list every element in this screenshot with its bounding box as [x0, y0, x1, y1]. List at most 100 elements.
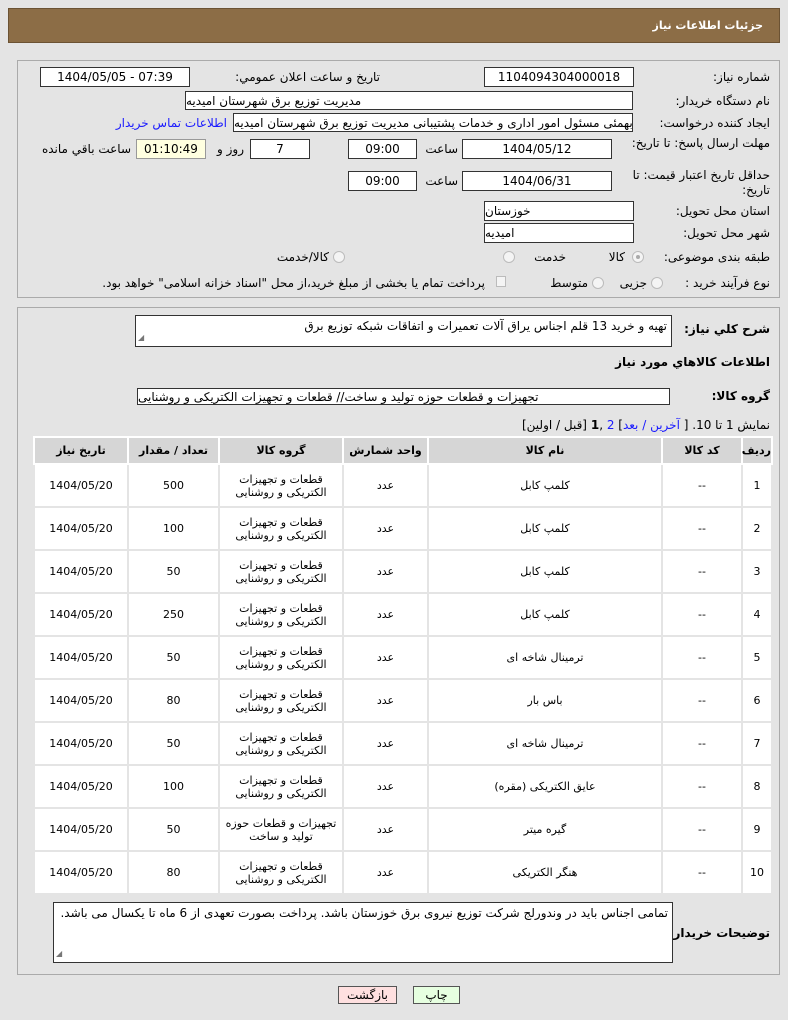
table-row: 4 -- کلمپ کابل عدد قطعات و تجهیزات الکتریکی …: [33, 592, 773, 637]
buyer-label: نام دستگاه خریدار:: [675, 94, 771, 108]
validity-time-field: 09:00: [348, 171, 417, 191]
cell-item-group: قطعات و تجهیزات الکتریکی و روشنایی: [218, 850, 344, 895]
category-option-service: خدمت: [534, 250, 566, 264]
page-header: جزئیات اطلاعات نیاز: [8, 8, 780, 43]
pagination-prefix: نمایش 1 تا 10. [: [683, 418, 770, 432]
cell-item-name: ترمینال شاخه ای: [427, 721, 663, 766]
cell-need-date: 1404/05/20: [33, 592, 129, 637]
cell-unit: عدد: [342, 678, 429, 723]
column-header: گروه کالا: [218, 436, 344, 465]
back-button[interactable]: بازگشت: [338, 986, 397, 1004]
cell-unit: عدد: [342, 721, 429, 766]
buyer-contact-link[interactable]: اطلاعات تماس خریدار: [115, 116, 227, 130]
deadline-date-field: 1404/05/12: [462, 139, 612, 159]
cell-item-group: تجهیزات و قطعات حوزه تولید و ساخت: [218, 807, 344, 852]
cell-item-group: قطعات و تجهیزات الکتریکی و روشنایی: [218, 592, 344, 637]
cell-unit: عدد: [342, 764, 429, 809]
city-label: شهر محل تحویل:: [683, 226, 770, 240]
cell-unit: عدد: [342, 635, 429, 680]
print-button[interactable]: چاپ: [413, 986, 460, 1004]
pagination-page-2-link[interactable]: 2: [606, 418, 615, 432]
process-radio-minor[interactable]: [651, 277, 663, 289]
cell-row-number: 9: [741, 807, 773, 852]
cell-item-code: --: [661, 463, 743, 508]
cell-row-number: 4: [741, 592, 773, 637]
table-row: 9 -- گیره میتر عدد تجهیزات و قطعات حوزه تولی…: [33, 807, 773, 852]
cell-need-date: 1404/05/20: [33, 549, 129, 594]
table-row: 8 -- عایق الکتریکی (مقره) عدد قطعات و تجهیزا…: [33, 764, 773, 809]
cell-quantity: 80: [127, 678, 220, 723]
process-label: نوع فرآیند خرید :: [685, 276, 770, 290]
treasury-payment-note: پرداخت تمام یا بخشی از مبلغ خرید،از محل …: [102, 276, 485, 290]
resize-grip-icon: ◢: [138, 333, 145, 342]
cell-item-name: عایق الکتریکی (مقره): [427, 764, 663, 809]
cell-item-group: قطعات و تجهیزات الکتریکی و روشنایی: [218, 721, 344, 766]
table-row: 2 -- کلمپ کابل عدد قطعات و تجهیزات الکتریکی …: [33, 506, 773, 551]
cell-quantity: 50: [127, 721, 220, 766]
cell-unit: عدد: [342, 850, 429, 895]
description-textarea[interactable]: تهیه و خرید 13 قلم اجناس یراق آلات تعمیر…: [135, 315, 672, 347]
notes-text: تمامی اجناس باید در وندورلج شرکت توزیع ن…: [60, 906, 668, 920]
days-field: 7: [250, 139, 310, 159]
cell-row-number: 8: [741, 764, 773, 809]
pagination-last-next-link[interactable]: آخرین / بعد: [622, 418, 680, 432]
cell-row-number: 10: [741, 850, 773, 895]
column-header: ردیف: [741, 436, 773, 465]
cell-item-group: قطعات و تجهیزات الکتریکی و روشنایی: [218, 764, 344, 809]
items-table: ردیف کد کالا نام کالا واحد شمارش گروه کالا تع…: [33, 436, 773, 895]
cell-unit: عدد: [342, 506, 429, 551]
pagination-suffix: [قبل / اولین]: [521, 418, 587, 432]
announce-field: 1404/05/05 - 07:39: [40, 67, 190, 87]
goods-group-label: گروه کالا:: [711, 389, 770, 403]
resize-grip-icon: ◢: [56, 949, 63, 958]
cell-item-group: قطعات و تجهیزات الکتریکی و روشنایی: [218, 635, 344, 680]
category-radio-service[interactable]: [503, 251, 515, 263]
cell-need-date: 1404/05/20: [33, 721, 129, 766]
deadline-label: مهلت ارسال پاسخ: تا تاریخ:: [631, 136, 770, 150]
buyer-field: مدیریت توزیع برق شهرستان امیدیه: [185, 91, 633, 110]
cell-unit: عدد: [342, 463, 429, 508]
column-header: تاریخ نیاز: [33, 436, 129, 465]
category-option-goods-service: کالا/خدمت: [276, 250, 329, 264]
need-number-label: شماره نیاز:: [713, 70, 770, 84]
validity-time-label: ساعت: [425, 174, 458, 188]
need-number-field: 1104094304000018: [484, 67, 634, 87]
announce-label: تاریخ و ساعت اعلان عمومي:: [235, 70, 380, 84]
column-header: تعداد / مقدار: [127, 436, 220, 465]
cell-quantity: 50: [127, 635, 220, 680]
deadline-time-label: ساعت: [425, 142, 458, 156]
cell-row-number: 2: [741, 506, 773, 551]
cell-item-code: --: [661, 549, 743, 594]
remaining-label: ساعت باقي مانده: [41, 142, 131, 156]
cell-item-name: گیره میتر: [427, 807, 663, 852]
category-option-goods: کالا: [608, 250, 625, 264]
cell-item-code: --: [661, 506, 743, 551]
cell-item-group: قطعات و تجهیزات الکتریکی و روشنایی: [218, 549, 344, 594]
cell-quantity: 50: [127, 807, 220, 852]
notes-textarea[interactable]: تمامی اجناس باید در وندورلج شرکت توزیع ن…: [53, 902, 673, 963]
deadline-time-field: 09:00: [348, 139, 417, 159]
city-field: امیدیه: [484, 223, 634, 243]
process-radio-medium[interactable]: [592, 277, 604, 289]
cell-item-name: کلمپ کابل: [427, 506, 663, 551]
items-section-title: اطلاعات كالاهاي مورد نياز: [615, 355, 770, 369]
cell-quantity: 250: [127, 592, 220, 637]
cell-item-name: هنگر الکتریکی: [427, 850, 663, 895]
category-radio-goods-service[interactable]: [333, 251, 345, 263]
category-radio-goods[interactable]: [632, 251, 644, 263]
validity-label: حداقل تاریخ اعتبار قیمت: تا تاریخ:: [632, 168, 770, 197]
goods-group-field: تجهیزات و قطعات حوزه تولید و ساخت// قطعا…: [137, 388, 670, 405]
column-header: واحد شمارش: [342, 436, 429, 465]
pagination-current-page: 1: [590, 418, 600, 432]
cell-unit: عدد: [342, 592, 429, 637]
cell-quantity: 50: [127, 549, 220, 594]
cell-unit: عدد: [342, 807, 429, 852]
cell-item-group: قطعات و تجهیزات الکتریکی و روشنایی: [218, 506, 344, 551]
treasury-payment-checkbox[interactable]: [496, 276, 506, 287]
category-label: طبقه بندی موضوعی:: [663, 250, 770, 264]
description-text: تهیه و خرید 13 قلم اجناس یراق آلات تعمیر…: [304, 319, 667, 333]
cell-row-number: 7: [741, 721, 773, 766]
page-title: جزئیات اطلاعات نیاز: [652, 19, 764, 32]
column-header: کد کالا: [661, 436, 743, 465]
creator-field: محسن بهمئی مسئول امور اداری و خدمات پشتی…: [233, 113, 633, 132]
